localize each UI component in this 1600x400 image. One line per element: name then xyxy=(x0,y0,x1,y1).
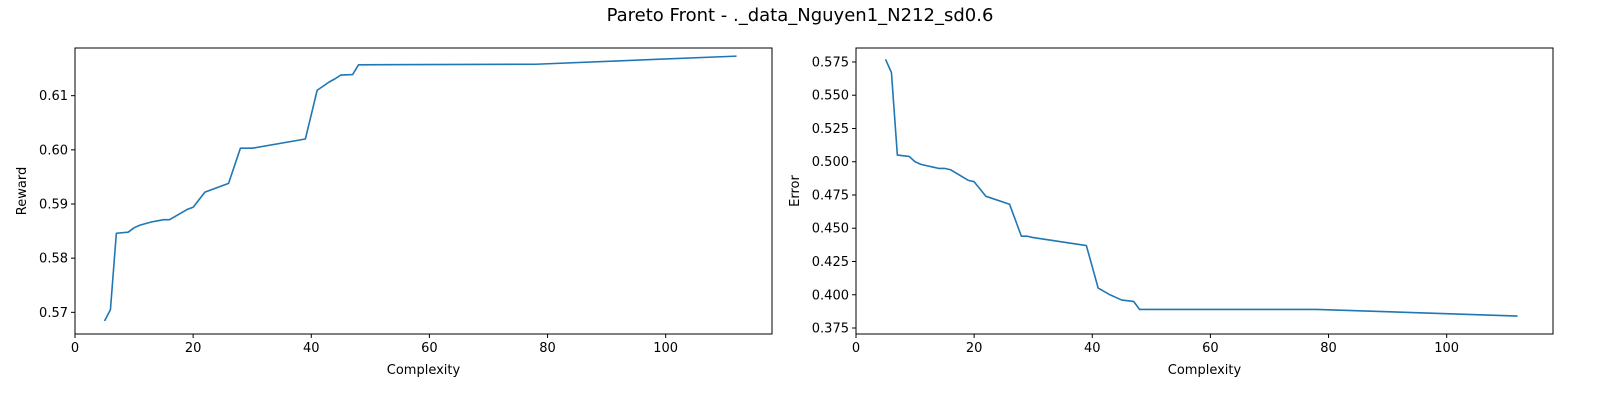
error-x-tick-label: 0 xyxy=(852,341,860,356)
reward-x-tick-label: 0 xyxy=(71,341,79,356)
error-y-tick-label: 0.575 xyxy=(812,55,849,70)
reward-x-axis-label: Complexity xyxy=(387,363,461,378)
reward-y-tick-label: 0.60 xyxy=(39,143,68,158)
error-x-tick-label: 80 xyxy=(1320,341,1337,356)
error-y-tick-label: 0.475 xyxy=(812,188,849,203)
reward-y-axis-label: Reward xyxy=(15,167,30,215)
error-y-tick-label: 0.425 xyxy=(812,255,849,270)
error-x-axis-label: Complexity xyxy=(1168,363,1242,378)
reward-x-tick-label: 80 xyxy=(539,341,556,356)
error-y-tick-label: 0.450 xyxy=(812,222,849,237)
error-y-axis-label: Error xyxy=(788,175,803,207)
reward-x-tick-label: 40 xyxy=(303,341,320,356)
error-x-tick-label: 100 xyxy=(1434,341,1459,356)
reward-y-tick-label: 0.61 xyxy=(39,89,68,104)
error-y-tick-label: 0.375 xyxy=(812,322,849,337)
reward-y-tick-label: 0.57 xyxy=(39,306,68,321)
error-y-tick-label: 0.400 xyxy=(812,288,849,303)
reward-x-tick-label: 20 xyxy=(185,341,202,356)
reward-x-tick-label: 100 xyxy=(653,341,678,356)
reward-series-line xyxy=(103,55,737,322)
reward-y-tick-label: 0.58 xyxy=(39,252,68,267)
error-x-tick-label: 60 xyxy=(1202,341,1219,356)
reward-y-tick-label: 0.59 xyxy=(39,198,68,213)
error-x-tick-label: 20 xyxy=(966,341,983,356)
error-x-tick-label: 40 xyxy=(1084,341,1101,356)
reward-x-tick-label: 60 xyxy=(421,341,438,356)
error-axes-frame xyxy=(855,47,1554,335)
error-y-tick-label: 0.500 xyxy=(812,155,849,170)
figure-title: Pareto Front - ._data_Nguyen1_N212_sd0.6 xyxy=(606,5,994,26)
error-y-tick-label: 0.550 xyxy=(812,89,849,104)
error-series-line xyxy=(884,58,1518,317)
reward-axes-frame xyxy=(74,47,773,335)
error-y-tick-label: 0.525 xyxy=(812,122,849,137)
